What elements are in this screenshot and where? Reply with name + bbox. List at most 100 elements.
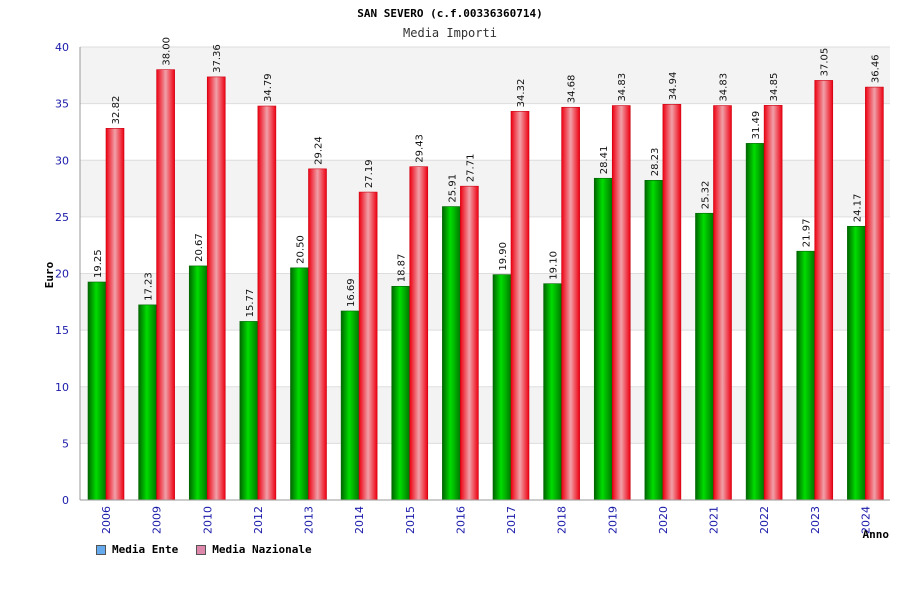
chart-subtitle: Media Importi — [403, 26, 497, 40]
data-label-media-nazionale: 32.82 — [111, 96, 122, 125]
bar-media-nazionale — [308, 168, 327, 501]
data-label-media-nazionale: 36.46 — [870, 54, 881, 83]
y-tick-label: 25 — [55, 211, 69, 224]
y-tick-label: 35 — [55, 98, 69, 111]
bar-media-ente — [442, 206, 461, 501]
data-label-media-ente: 18.87 — [397, 254, 408, 283]
data-label-media-ente: 24.17 — [852, 194, 863, 223]
bar-media-nazionale — [865, 86, 884, 501]
y-tick-label: 10 — [55, 381, 69, 394]
bar-media-nazionale — [358, 191, 378, 501]
data-label-media-ente: 25.91 — [447, 174, 458, 203]
bar-media-ente — [138, 304, 157, 501]
y-axis-label: Euro — [43, 261, 56, 288]
bar-media-ente — [391, 285, 411, 501]
data-label-media-nazionale: 34.85 — [769, 73, 780, 102]
data-label-media-nazionale: 34.79 — [263, 73, 274, 102]
data-label-media-nazionale: 34.83 — [719, 73, 730, 102]
data-label-media-ente: 19.10 — [549, 251, 560, 280]
data-label-media-nazionale: 27.71 — [465, 154, 476, 183]
y-tick-label: 5 — [62, 437, 69, 450]
bar-media-nazionale — [763, 105, 783, 501]
data-label-media-nazionale: 34.83 — [617, 73, 628, 102]
bar-media-ente — [593, 177, 613, 501]
x-tick-label: 2019 — [606, 506, 619, 534]
data-label-media-nazionale: 34.94 — [668, 72, 679, 101]
data-label-media-ente: 25.32 — [701, 181, 712, 210]
x-tick-label: 2017 — [505, 506, 518, 534]
legend-swatch-ente — [96, 544, 106, 555]
data-label-media-ente: 16.69 — [346, 278, 357, 307]
data-label-media-nazionale: 29.24 — [314, 136, 325, 165]
x-tick-label: 2012 — [252, 506, 265, 534]
bar-media-nazionale — [814, 80, 834, 501]
legend-label-nazionale: Media Nazionale — [212, 543, 312, 556]
bar-media-nazionale — [460, 185, 479, 501]
y-tick-label: 0 — [62, 494, 69, 507]
y-tick-label: 30 — [55, 154, 69, 167]
bar-media-nazionale — [156, 69, 175, 501]
bar-media-nazionale — [662, 104, 682, 501]
x-axis-label: Anno — [863, 528, 890, 541]
data-label-media-ente: 20.50 — [296, 235, 307, 264]
bar-media-ente — [543, 283, 562, 501]
bar-media-nazionale — [713, 105, 732, 501]
bar-media-ente — [695, 212, 714, 501]
bar-media-ente — [340, 310, 360, 501]
x-tick-label: 2023 — [809, 506, 822, 534]
bar-media-ente — [492, 274, 512, 501]
legend-label-ente: Media Ente — [112, 543, 179, 556]
data-label-media-nazionale: 29.43 — [415, 134, 426, 163]
legend-item-nazionale: Media Nazionale — [196, 543, 312, 556]
y-tick-label: 20 — [55, 268, 69, 281]
bar-media-ente — [796, 250, 816, 501]
data-label-media-ente: 15.77 — [245, 289, 256, 318]
chart-title: SAN SEVERO (c.f.00336360714) — [357, 7, 542, 20]
y-tick-label: 15 — [55, 324, 69, 337]
bar-media-nazionale — [409, 166, 429, 501]
bar-media-nazionale — [206, 76, 226, 501]
x-tick-label: 2006 — [100, 506, 113, 534]
y-tick-label: 40 — [55, 41, 69, 54]
x-tick-label: 2018 — [556, 506, 569, 534]
x-tick-label: 2015 — [404, 506, 417, 534]
legend: Media Ente Media Nazionale — [96, 543, 312, 556]
data-label-media-nazionale: 27.19 — [364, 159, 375, 188]
bar-media-ente — [290, 267, 309, 501]
data-label-media-nazionale: 38.00 — [162, 37, 173, 66]
bar-media-nazionale — [510, 111, 530, 501]
x-tick-label: 2014 — [353, 506, 366, 534]
x-tick-label: 2009 — [151, 506, 164, 534]
data-label-media-ente: 28.23 — [650, 148, 661, 177]
bar-media-ente — [188, 265, 208, 501]
x-tick-label: 2021 — [708, 506, 721, 534]
bar-media-ente — [745, 143, 765, 501]
data-label-media-ente: 31.49 — [751, 111, 762, 140]
legend-swatch-nazionale — [196, 544, 207, 555]
data-label-media-nazionale: 34.68 — [567, 75, 578, 104]
data-label-media-ente: 19.25 — [93, 249, 104, 278]
bar-media-nazionale — [561, 106, 580, 501]
x-tick-label: 2010 — [201, 506, 214, 534]
bar-media-ente — [847, 225, 866, 501]
data-label-media-ente: 17.23 — [144, 272, 155, 301]
x-tick-label: 2024 — [859, 506, 872, 534]
bar-media-nazionale — [105, 128, 125, 501]
x-tick-label: 2020 — [657, 506, 670, 534]
data-label-media-nazionale: 34.32 — [516, 79, 527, 108]
bar-media-ente — [87, 281, 107, 501]
data-label-media-ente: 21.97 — [802, 219, 813, 248]
data-label-media-ente: 20.67 — [194, 233, 205, 262]
bar-media-nazionale — [257, 105, 277, 501]
x-tick-label: 2016 — [454, 506, 467, 534]
x-tick-label: 2013 — [303, 506, 316, 534]
data-label-media-nazionale: 37.36 — [212, 44, 223, 73]
legend-item-ente: Media Ente — [96, 543, 178, 556]
bar-media-nazionale — [611, 105, 631, 501]
data-label-media-ente: 19.90 — [498, 242, 509, 271]
data-label-media-ente: 28.41 — [599, 146, 610, 175]
data-label-media-nazionale: 37.05 — [820, 48, 831, 77]
bar-media-ente — [644, 179, 664, 501]
x-tick-label: 2022 — [758, 506, 771, 534]
